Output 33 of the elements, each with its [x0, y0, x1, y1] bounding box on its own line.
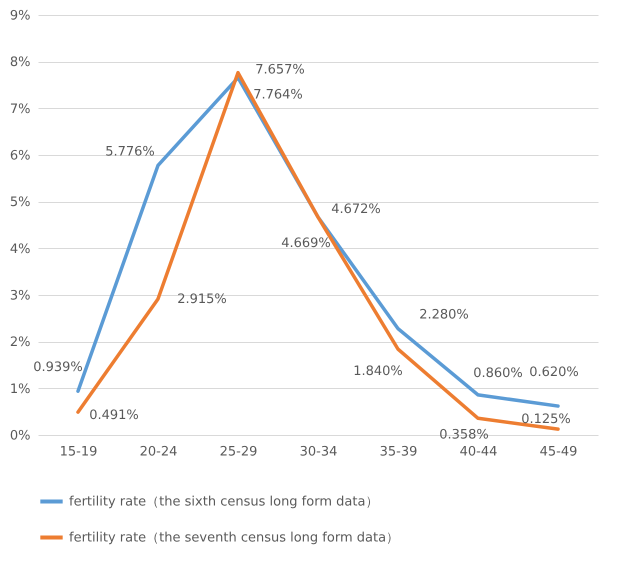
legend-label: fertility rate（the seventh census long form data） — [69, 530, 400, 546]
data-label: 0.939% — [33, 360, 83, 376]
data-label: 5.776% — [105, 144, 155, 160]
data-label: 2.915% — [177, 292, 227, 307]
data-label: 0.620% — [529, 365, 579, 380]
y-tick-label: 8% — [10, 55, 30, 70]
y-tick-label: 7% — [10, 102, 30, 117]
y-tick-label: 9% — [10, 8, 30, 24]
y-tick-label: 4% — [10, 242, 30, 257]
y-tick-label: 0% — [10, 428, 30, 444]
x-tick-label: 45-49 — [540, 444, 578, 460]
data-label: 4.672% — [331, 202, 381, 217]
data-label: 4.669% — [281, 236, 331, 252]
x-tick-label: 20-24 — [140, 444, 178, 460]
data-label: 0.358% — [439, 427, 489, 442]
y-tick-label: 6% — [10, 148, 30, 164]
data-label: 7.764% — [253, 88, 303, 103]
x-tick-label: 30-34 — [300, 444, 338, 460]
data-label: 0.125% — [521, 412, 571, 428]
data-label: 7.657% — [255, 62, 305, 78]
x-tick-label: 40-44 — [460, 444, 498, 460]
y-tick-label: 2% — [10, 335, 30, 350]
y-tick-label: 1% — [10, 382, 30, 397]
legend-label: fertility rate（the sixth census long form data） — [69, 494, 378, 510]
data-label: 1.840% — [353, 364, 403, 380]
x-tick-label: 35-39 — [380, 444, 418, 460]
x-tick-label: 15-19 — [60, 444, 98, 460]
y-tick-label: 3% — [10, 288, 30, 304]
data-label: 2.280% — [419, 308, 469, 323]
data-label: 0.860% — [473, 366, 523, 381]
data-label: 0.491% — [89, 408, 139, 424]
x-tick-label: 25-29 — [220, 444, 258, 460]
y-tick-label: 5% — [10, 195, 30, 210]
